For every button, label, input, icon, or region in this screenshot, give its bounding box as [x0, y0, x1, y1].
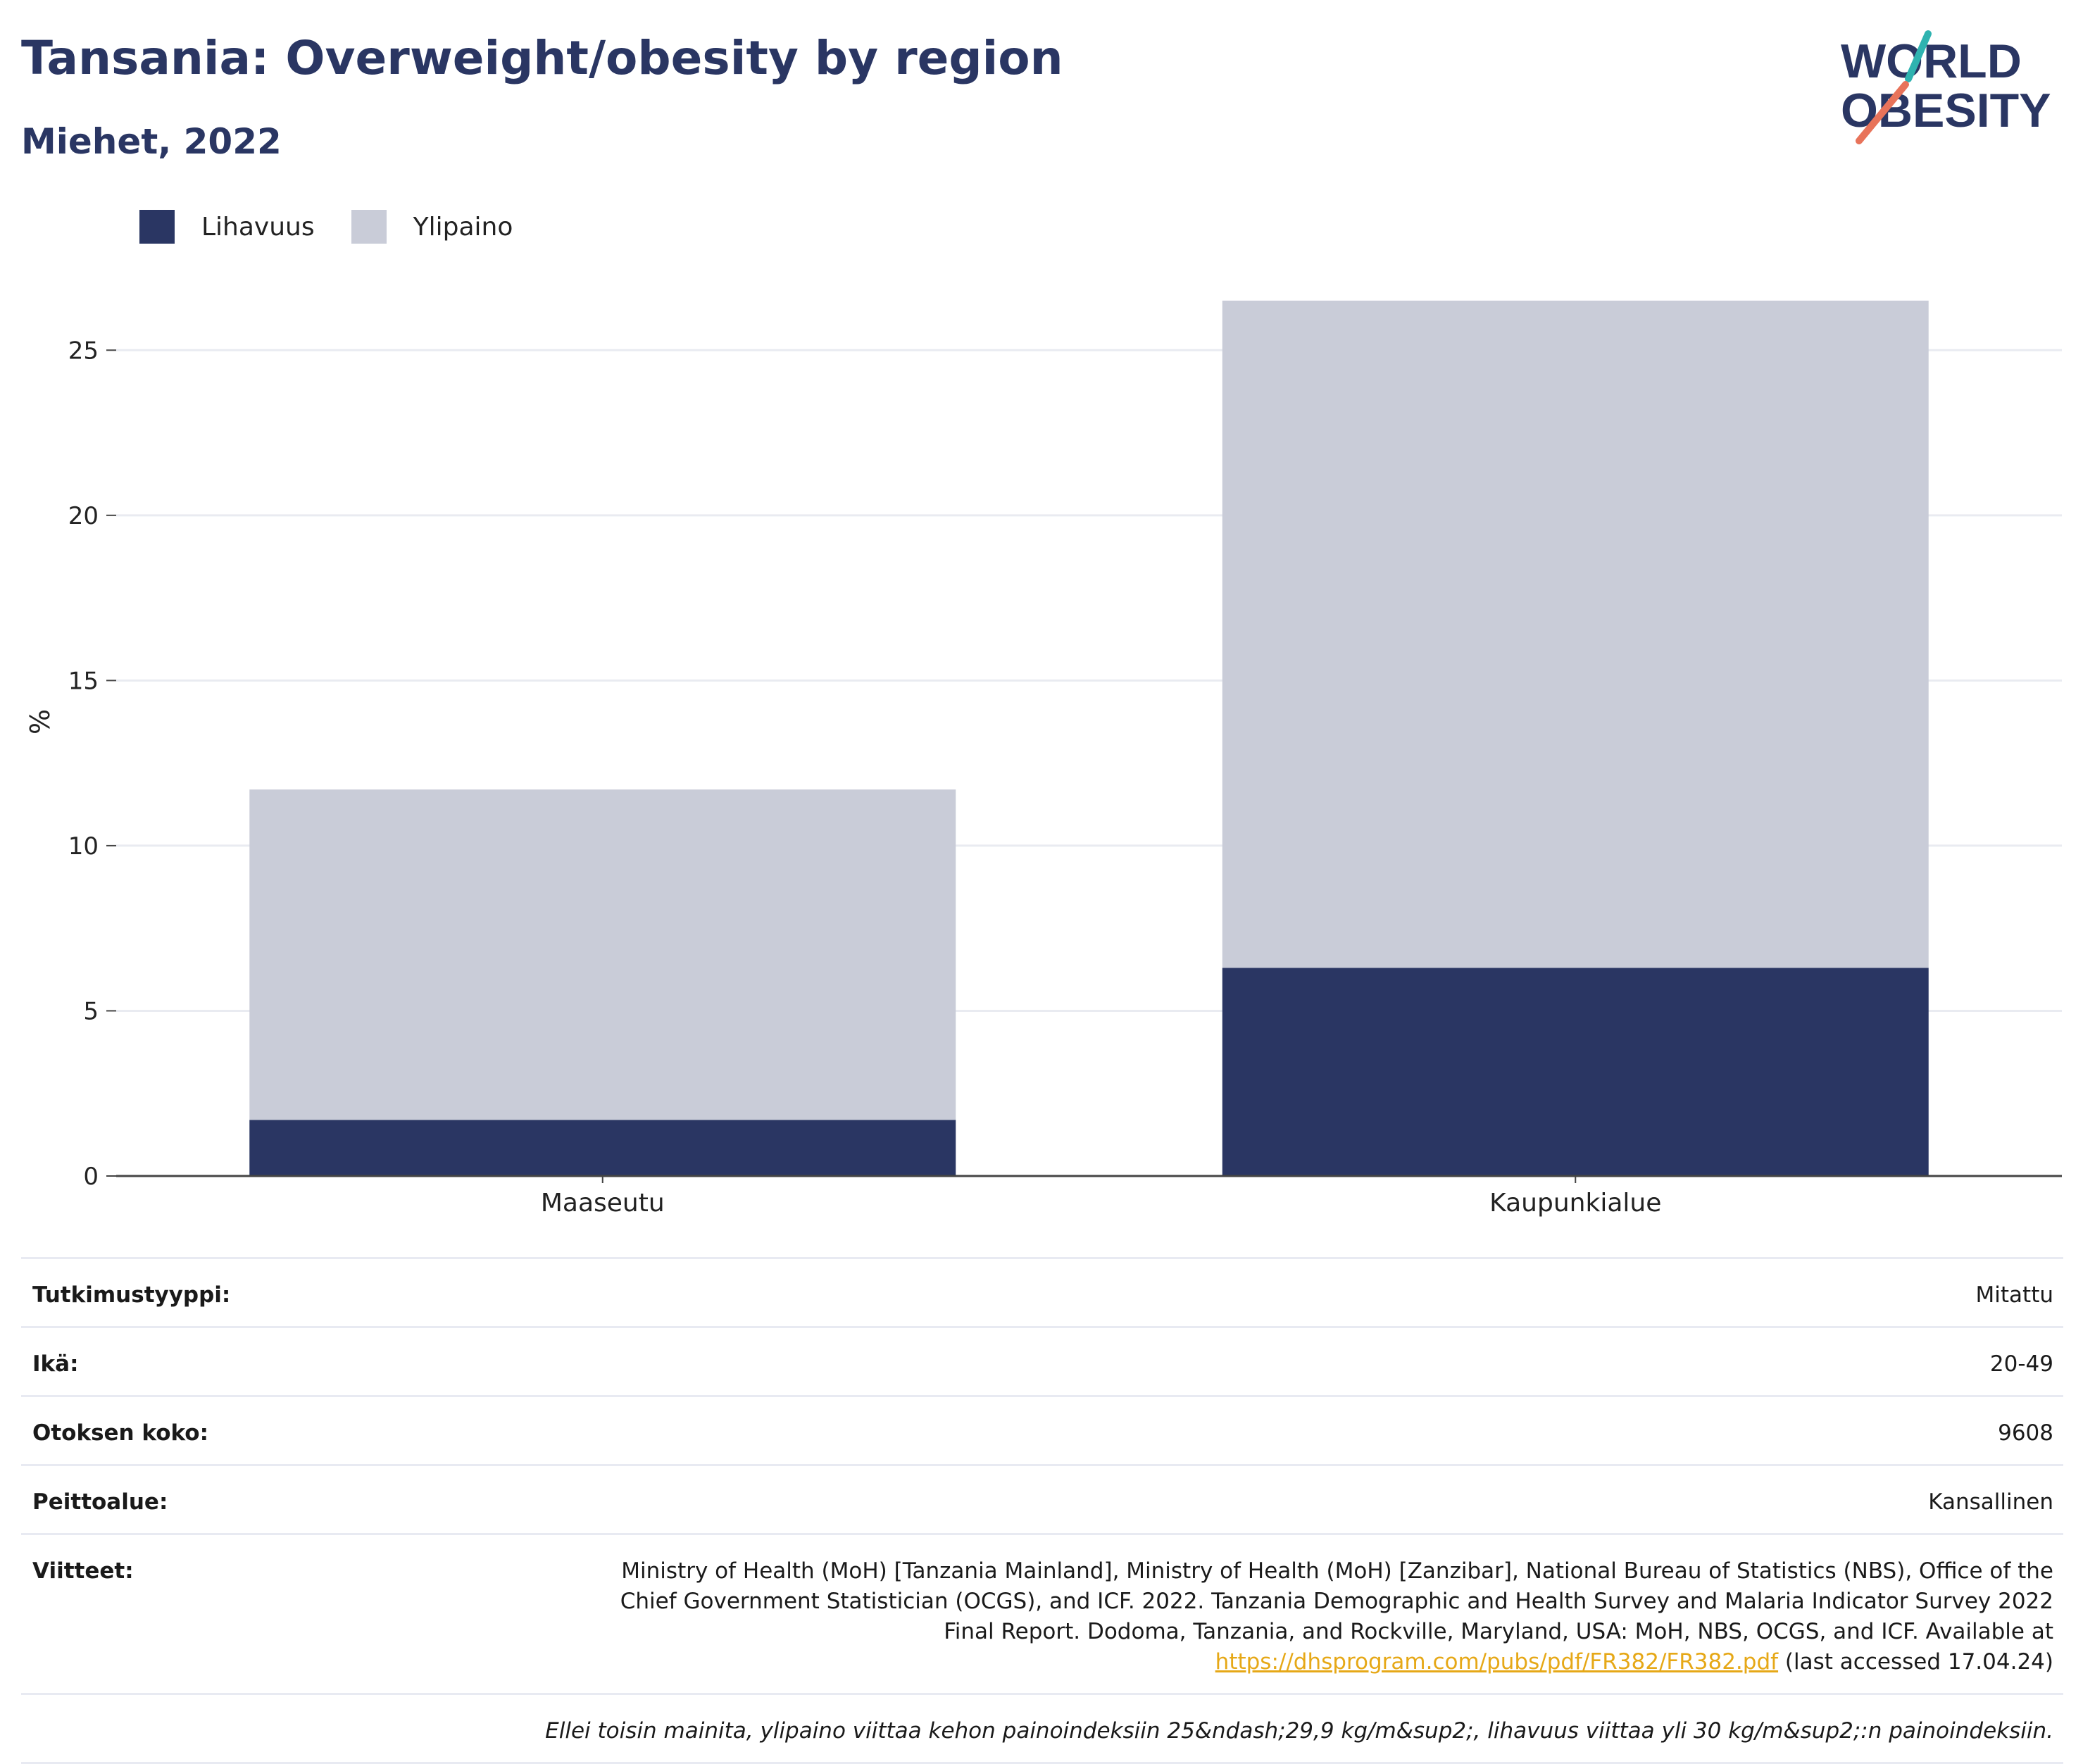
references-label: Viitteet: [32, 1558, 134, 1584]
chart-title: Tansania: Overweight/obesity by region [21, 31, 1063, 85]
legend-swatch-obesity [139, 210, 175, 244]
references-accessed: (last accessed 17.04.24) [1784, 1649, 2053, 1675]
info-row-sample-size: Otoksen koko: 9608 [21, 1395, 2063, 1464]
age-value: 20-49 [1989, 1351, 2053, 1377]
y-tick-label: 5 [83, 997, 99, 1025]
coverage-label: Peittoalue: [32, 1489, 168, 1515]
logo-line2: OBESITY [1841, 84, 2051, 137]
legend-item-obesity[interactable]: Lihavuus [139, 210, 315, 244]
legend-item-overweight[interactable]: Ylipaino [351, 210, 513, 244]
sample-size-label: Otoksen koko: [32, 1420, 208, 1446]
study-type-label: Tutkimustyyppi: [32, 1282, 231, 1308]
bar-obesity-kaupunkialue [1222, 968, 1929, 1176]
info-row-study-type: Tutkimustyyppi: Mitattu [21, 1257, 2063, 1326]
bar-chart: 0 5 10 15 20 25% Maaseutu Kaupunkialue [25, 300, 2062, 1218]
x-tick-label: Maaseutu [541, 1189, 665, 1218]
references-value: Ministry of Health (MoH) [Tanzania Mainl… [589, 1556, 2053, 1677]
bar-overweight-kaupunkialue [1222, 300, 1929, 968]
coverage-value: Kansallinen [1928, 1489, 2053, 1515]
bar-obesity-maaseutu [249, 1120, 956, 1176]
world-obesity-logo: WORLD OBESITY [1841, 30, 2051, 144]
y-tick-label: 25 [68, 337, 99, 365]
legend: Lihavuus Ylipaino [139, 208, 549, 245]
info-row-coverage: Peittoalue: Kansallinen [21, 1464, 2063, 1533]
definition-note: Ellei toisin mainita, ylipaino viittaa k… [545, 1718, 2053, 1744]
age-label: Ikä: [32, 1351, 79, 1377]
y-tick-label: 10 [68, 832, 99, 861]
references-link[interactable]: https://dhsprogram.com/pubs/pdf/FR382/FR… [1215, 1649, 1779, 1675]
info-row-age: Ikä: 20-49 [21, 1326, 2063, 1395]
x-tick-label: Kaupunkialue [1489, 1189, 1661, 1218]
y-tick-label: 15 [68, 667, 99, 695]
info-row-references: Viitteet: Ministry of Health (MoH) [Tanz… [21, 1533, 2063, 1693]
legend-label-obesity: Lihavuus [201, 212, 315, 242]
logo-line1: WORLD [1841, 35, 2022, 88]
sample-size-value: 9608 [1998, 1420, 2053, 1446]
references-text: Ministry of Health (MoH) [Tanzania Mainl… [620, 1558, 2053, 1644]
study-type-value: Mitattu [1975, 1282, 2053, 1308]
info-row-note: Ellei toisin mainita, ylipaino viittaa k… [21, 1693, 2063, 1764]
legend-swatch-overweight [351, 210, 387, 244]
y-tick-label: 20 [68, 502, 99, 530]
bar-overweight-maaseutu [249, 789, 956, 1120]
y-tick-label: 0 [83, 1163, 99, 1191]
chart-subtitle: Miehet, 2022 [21, 121, 282, 162]
legend-label-overweight: Ylipaino [413, 212, 513, 242]
y-axis-label: % [25, 709, 56, 734]
info-table: Tutkimustyyppi: Mitattu Ikä: 20-49 Otoks… [21, 1257, 2063, 1764]
